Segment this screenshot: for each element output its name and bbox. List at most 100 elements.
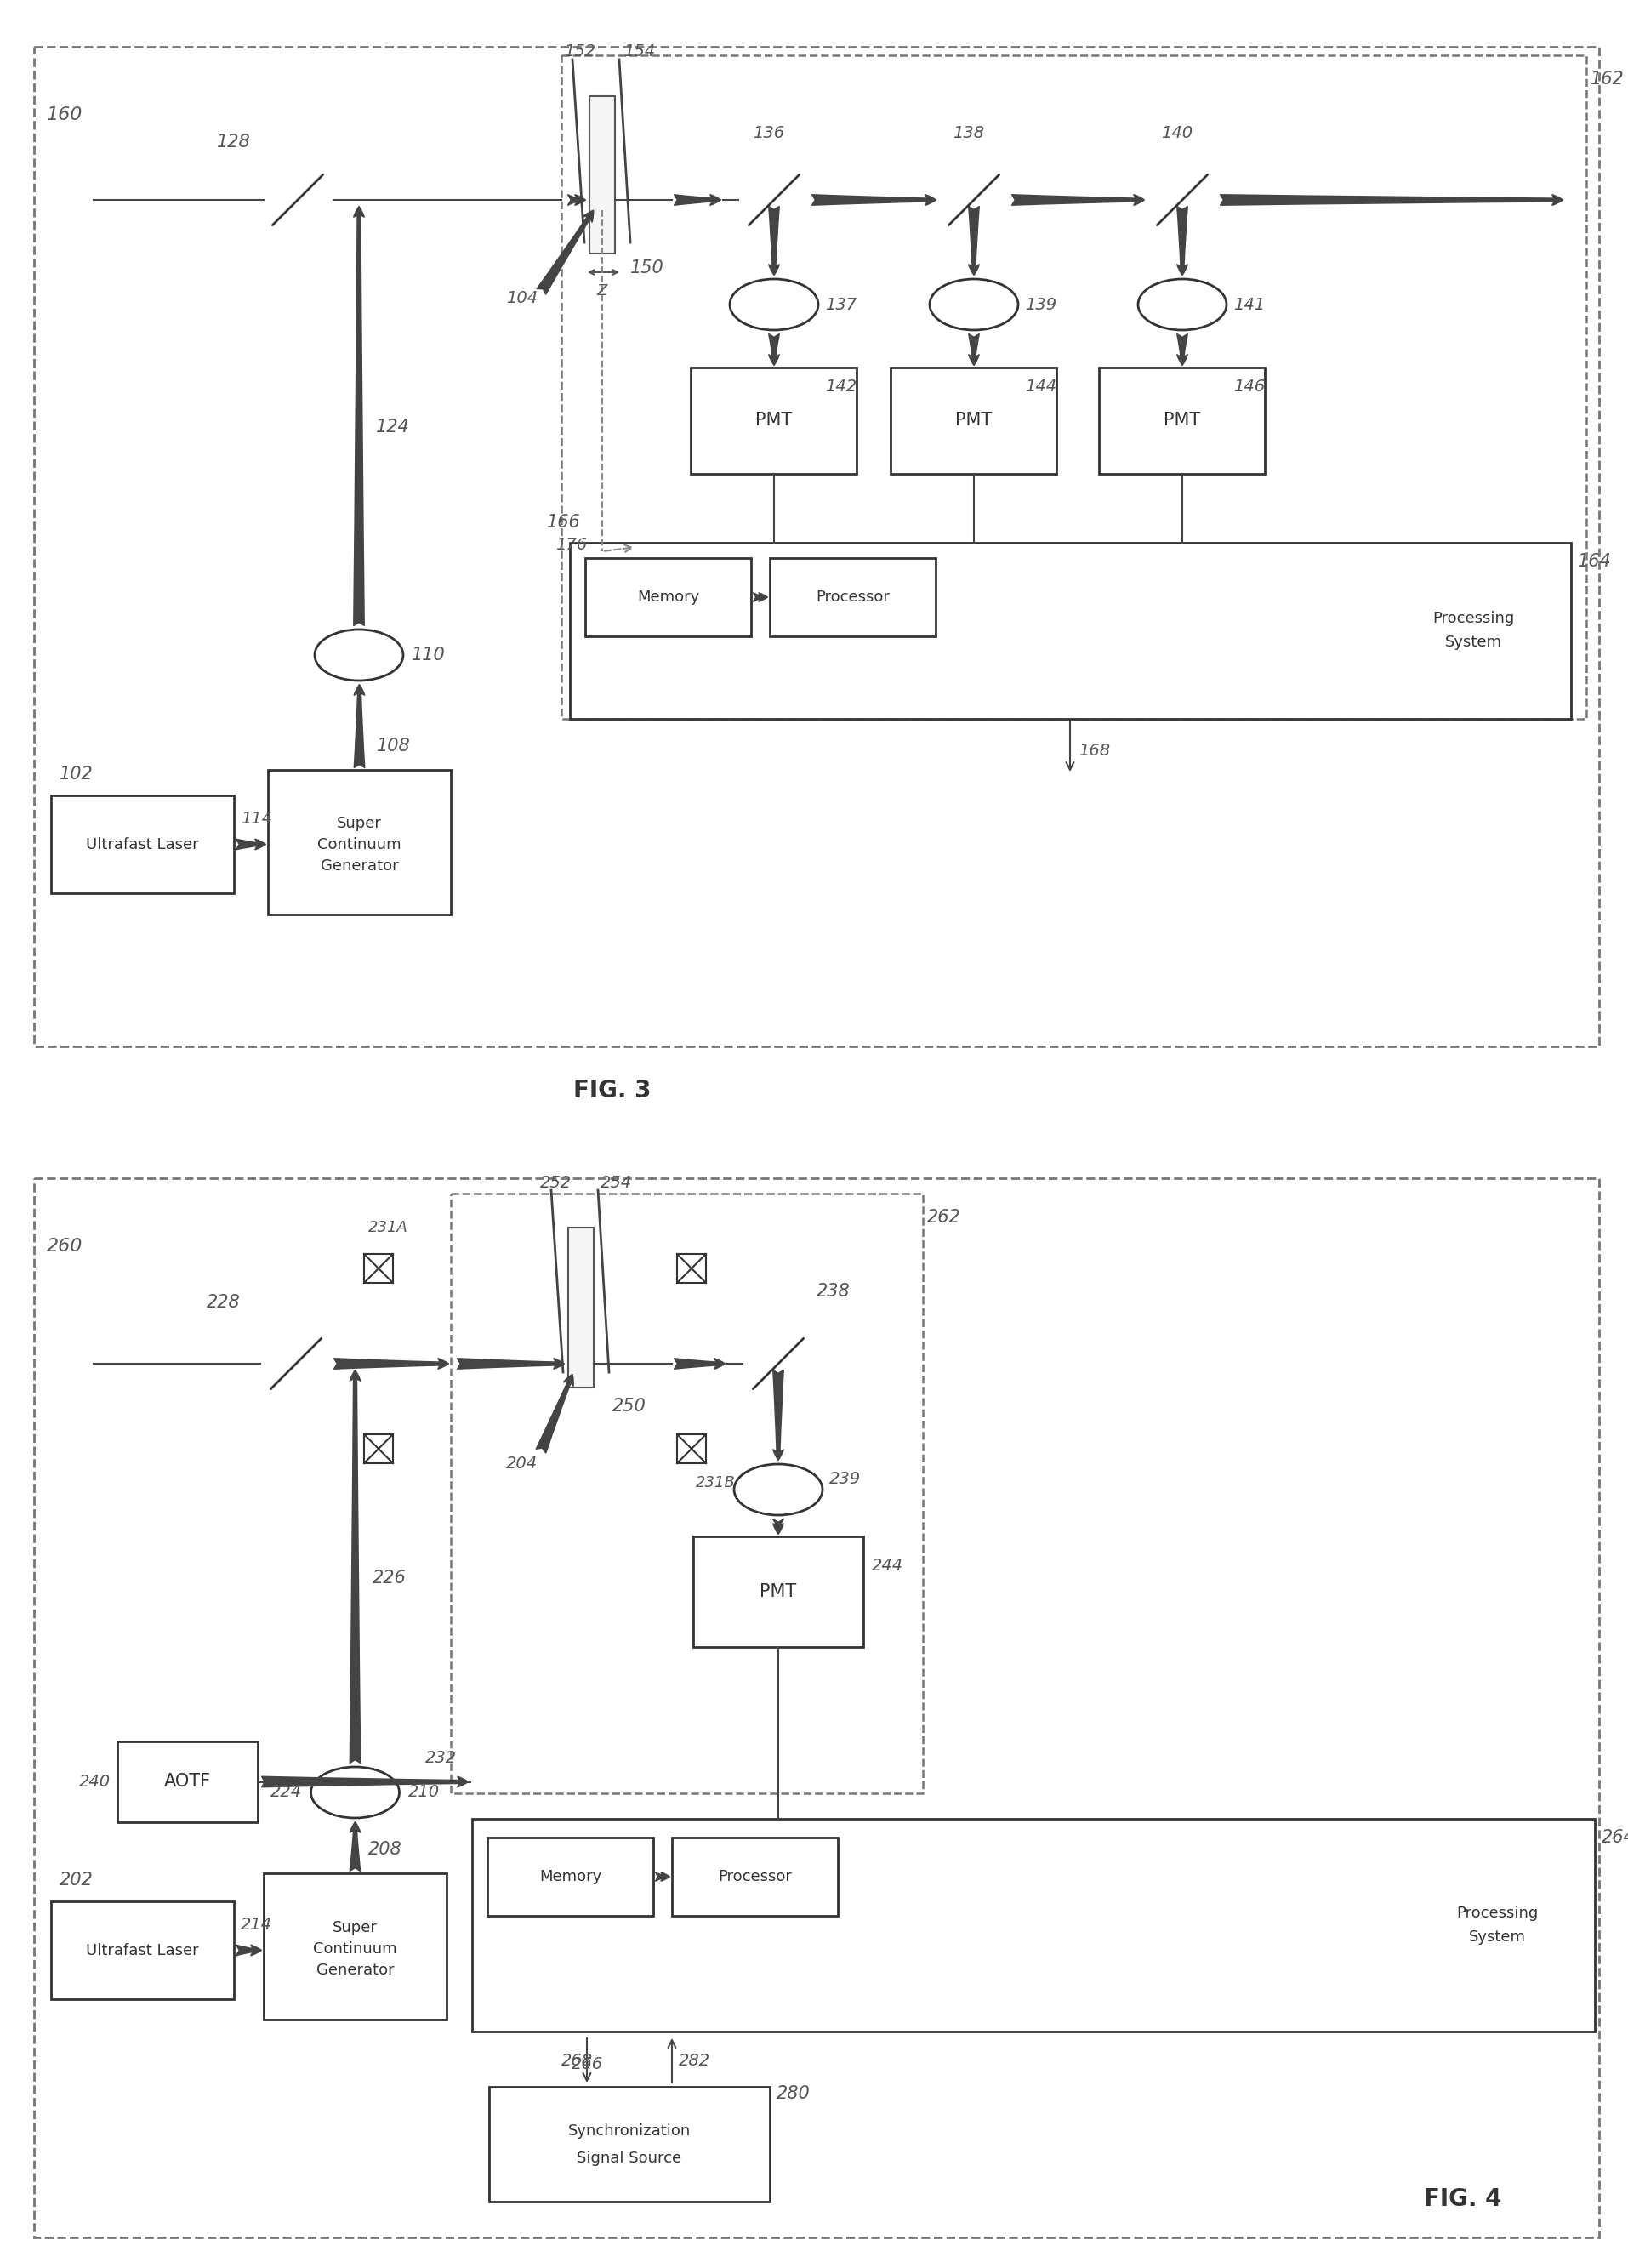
Text: Synchronization: Synchronization	[568, 2123, 690, 2139]
Text: Ultrafast Laser: Ultrafast Laser	[86, 1944, 199, 1957]
Text: Z: Z	[596, 284, 607, 299]
Text: 252: 252	[540, 1175, 571, 1191]
Text: 104: 104	[506, 290, 537, 306]
Bar	[568, 1227, 593, 1388]
Text: 140: 140	[1161, 125, 1192, 141]
Text: 114: 114	[241, 810, 272, 828]
Text: 150: 150	[630, 259, 664, 277]
Text: Ultrafast Laser: Ultrafast Laser	[86, 837, 199, 853]
Text: 214: 214	[241, 1916, 272, 1932]
Text: 226: 226	[371, 1569, 405, 1588]
Text: 144: 144	[1024, 379, 1057, 395]
Ellipse shape	[314, 631, 404, 680]
Bar	[34, 1179, 1599, 2236]
Text: 142: 142	[825, 379, 856, 395]
Text: PMT: PMT	[760, 1583, 796, 1601]
Text: 238: 238	[816, 1284, 850, 1300]
Bar	[363, 1433, 392, 1463]
Text: 176: 176	[555, 535, 586, 553]
Bar	[117, 1742, 257, 1821]
Ellipse shape	[311, 1767, 399, 1819]
Text: Signal Source: Signal Source	[576, 2150, 682, 2166]
Text: 146: 146	[1232, 379, 1265, 395]
Bar	[34, 48, 1599, 1046]
Bar	[672, 1837, 837, 1916]
Ellipse shape	[930, 279, 1018, 331]
Text: 268: 268	[562, 2053, 593, 2068]
Text: 138: 138	[952, 125, 983, 141]
Bar	[694, 1535, 863, 1647]
Text: Processing: Processing	[1431, 612, 1514, 626]
Text: System: System	[1468, 1930, 1525, 1944]
Ellipse shape	[729, 279, 817, 331]
Text: 154: 154	[624, 43, 654, 59]
Bar	[451, 1193, 923, 1794]
Text: 102: 102	[60, 767, 93, 782]
Bar	[264, 1873, 446, 2019]
Text: 262: 262	[926, 1209, 961, 1227]
Text: Super: Super	[337, 816, 381, 830]
Bar	[50, 1901, 234, 1998]
Text: 224: 224	[270, 1785, 303, 1801]
Ellipse shape	[1138, 279, 1226, 331]
Bar	[487, 1837, 653, 1916]
Text: 266: 266	[571, 2055, 602, 2073]
Text: 124: 124	[376, 420, 410, 435]
Text: 141: 141	[1232, 297, 1265, 313]
Text: 110: 110	[412, 646, 444, 665]
Text: 264: 264	[1600, 1828, 1628, 1846]
Bar	[50, 796, 234, 894]
Bar	[267, 769, 451, 914]
Text: 231B: 231B	[695, 1474, 736, 1490]
Text: 202: 202	[60, 1871, 93, 1889]
Text: 231A: 231A	[368, 1220, 409, 1236]
Text: 136: 136	[752, 125, 785, 141]
Bar	[677, 1254, 705, 1284]
Text: AOTF: AOTF	[164, 1774, 212, 1789]
Text: 282: 282	[679, 2053, 710, 2068]
Text: System: System	[1444, 635, 1501, 651]
Bar	[891, 367, 1057, 474]
Text: 139: 139	[1024, 297, 1057, 313]
Text: 152: 152	[563, 43, 596, 59]
Text: 232: 232	[425, 1751, 456, 1767]
Bar	[570, 542, 1569, 719]
Text: PMT: PMT	[956, 413, 991, 429]
Bar	[589, 95, 615, 254]
Text: Memory: Memory	[637, 590, 698, 606]
Bar	[562, 54, 1586, 719]
Text: FIG. 3: FIG. 3	[573, 1080, 651, 1102]
Bar	[690, 367, 856, 474]
Text: 280: 280	[777, 2084, 811, 2102]
Text: FIG. 4: FIG. 4	[1423, 2186, 1501, 2211]
Bar	[584, 558, 751, 637]
Bar	[472, 1819, 1594, 2032]
Text: 228: 228	[207, 1295, 241, 1311]
Text: 160: 160	[47, 107, 83, 122]
Text: 137: 137	[825, 297, 856, 313]
Text: PMT: PMT	[755, 413, 791, 429]
Bar	[770, 558, 934, 637]
Text: 210: 210	[407, 1785, 440, 1801]
Text: 254: 254	[601, 1175, 632, 1191]
Text: 162: 162	[1591, 70, 1623, 88]
Text: 108: 108	[376, 737, 410, 755]
Text: 208: 208	[368, 1842, 402, 1857]
Text: 250: 250	[612, 1397, 646, 1415]
Text: 260: 260	[47, 1238, 83, 1254]
Text: Generator: Generator	[321, 857, 399, 873]
Bar	[677, 1433, 705, 1463]
Text: 164: 164	[1578, 553, 1610, 569]
Bar	[488, 2087, 770, 2202]
Text: 239: 239	[829, 1472, 861, 1488]
Ellipse shape	[734, 1465, 822, 1515]
Text: 168: 168	[1078, 744, 1110, 760]
Text: Processing: Processing	[1455, 1905, 1537, 1921]
Text: 204: 204	[506, 1456, 537, 1472]
Bar	[1099, 367, 1265, 474]
Text: Generator: Generator	[316, 1962, 394, 1978]
Text: 240: 240	[78, 1774, 111, 1789]
Text: 166: 166	[547, 515, 581, 531]
Text: Processor: Processor	[816, 590, 889, 606]
Text: Continuum: Continuum	[313, 1941, 397, 1957]
